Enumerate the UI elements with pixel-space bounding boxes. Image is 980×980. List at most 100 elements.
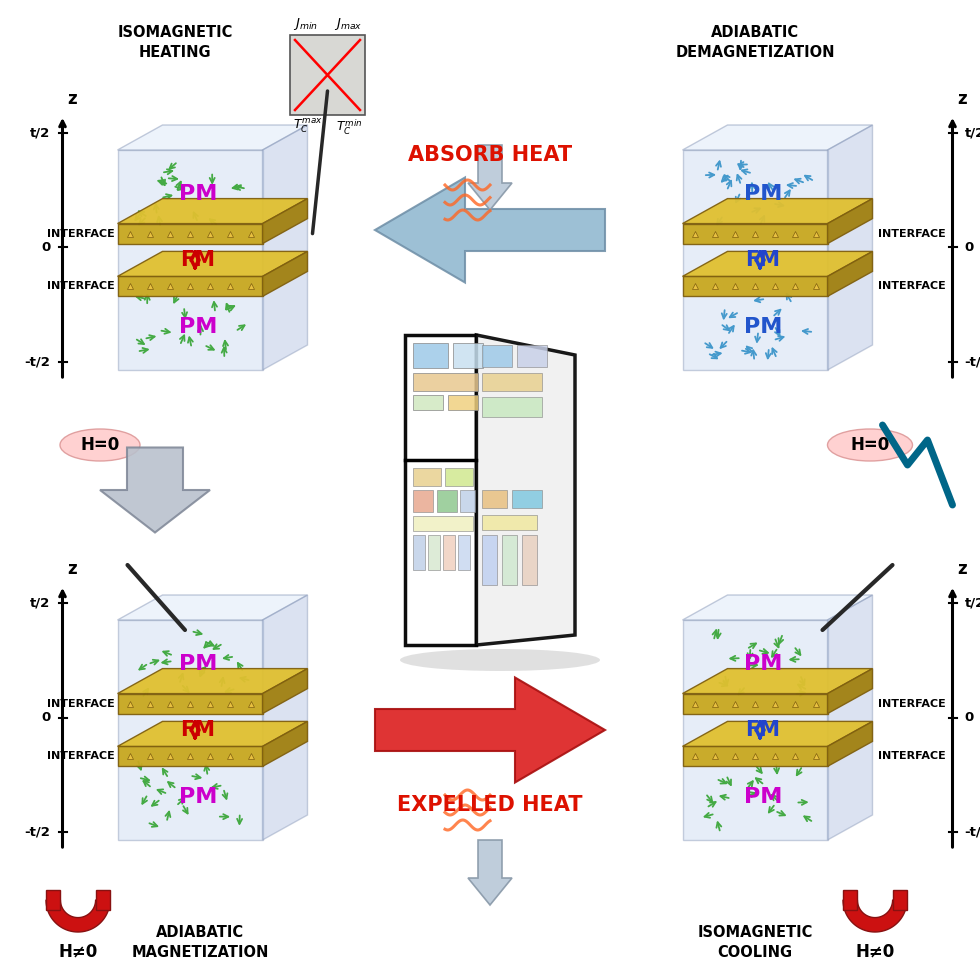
Polygon shape <box>843 900 907 932</box>
Bar <box>481 345 512 367</box>
Polygon shape <box>682 595 872 620</box>
Bar <box>481 490 507 508</box>
Bar <box>413 373 478 391</box>
Polygon shape <box>263 199 308 244</box>
Polygon shape <box>682 223 827 244</box>
Text: H=0: H=0 <box>851 436 890 454</box>
Text: PM: PM <box>744 654 782 673</box>
Text: -t/2: -t/2 <box>24 826 51 839</box>
Polygon shape <box>682 721 872 747</box>
Polygon shape <box>46 900 110 932</box>
Text: t/2: t/2 <box>30 596 51 610</box>
Text: H≠0: H≠0 <box>856 942 895 960</box>
Polygon shape <box>682 668 872 694</box>
Text: PM: PM <box>178 183 218 204</box>
Bar <box>512 490 542 508</box>
Text: FM: FM <box>180 250 216 270</box>
Bar <box>893 890 907 910</box>
Bar <box>413 535 425 570</box>
Bar <box>405 335 476 645</box>
Text: INTERFACE: INTERFACE <box>877 281 946 291</box>
Text: FM: FM <box>746 720 780 740</box>
Polygon shape <box>827 252 872 296</box>
Polygon shape <box>118 747 263 766</box>
Polygon shape <box>468 145 512 210</box>
Text: INTERFACE: INTERFACE <box>47 699 115 709</box>
Polygon shape <box>682 125 872 150</box>
Polygon shape <box>118 223 263 244</box>
Text: INTERFACE: INTERFACE <box>47 752 115 761</box>
Bar <box>413 490 433 512</box>
Polygon shape <box>118 620 263 840</box>
Polygon shape <box>118 694 263 713</box>
Text: ABSORB HEAT: ABSORB HEAT <box>408 145 572 165</box>
Bar <box>413 395 443 410</box>
Text: INTERFACE: INTERFACE <box>877 752 946 761</box>
Bar <box>458 535 470 570</box>
Text: t/2: t/2 <box>964 596 980 610</box>
Polygon shape <box>827 595 872 840</box>
Text: $J_{max}$: $J_{max}$ <box>333 16 362 32</box>
Text: PM: PM <box>178 317 218 336</box>
Bar <box>413 516 473 531</box>
Text: PM: PM <box>178 654 218 673</box>
Bar <box>46 890 61 910</box>
Polygon shape <box>118 125 308 150</box>
Polygon shape <box>682 747 827 766</box>
Bar <box>413 343 448 368</box>
Polygon shape <box>682 199 872 223</box>
Polygon shape <box>118 721 308 747</box>
Polygon shape <box>827 199 872 244</box>
Polygon shape <box>827 125 872 370</box>
Text: ADIABATIC
MAGNETIZATION: ADIABATIC MAGNETIZATION <box>131 925 269 960</box>
Text: t/2: t/2 <box>30 126 51 139</box>
Text: ISOMAGNETIC
COOLING: ISOMAGNETIC COOLING <box>698 925 812 960</box>
Text: 0: 0 <box>964 711 974 724</box>
Polygon shape <box>100 448 210 532</box>
Polygon shape <box>118 595 308 620</box>
Ellipse shape <box>60 429 140 461</box>
Polygon shape <box>682 620 827 840</box>
Text: 0: 0 <box>41 241 51 254</box>
Bar <box>521 535 536 585</box>
Text: INTERFACE: INTERFACE <box>47 228 115 238</box>
Polygon shape <box>476 335 575 645</box>
Bar <box>481 535 497 585</box>
Text: FM: FM <box>180 720 216 740</box>
Polygon shape <box>263 125 308 370</box>
Text: z: z <box>957 560 967 578</box>
Polygon shape <box>682 276 827 296</box>
Polygon shape <box>468 840 512 905</box>
Bar <box>516 345 547 367</box>
Bar <box>481 373 542 391</box>
Bar <box>290 35 365 115</box>
Polygon shape <box>263 252 308 296</box>
Text: PM: PM <box>744 787 782 807</box>
Bar <box>428 535 440 570</box>
Text: H≠0: H≠0 <box>59 942 98 960</box>
Bar <box>502 535 516 585</box>
Text: z: z <box>68 90 77 108</box>
Ellipse shape <box>827 429 912 461</box>
Bar <box>843 890 858 910</box>
Text: $T_C^{max}$: $T_C^{max}$ <box>293 118 322 135</box>
Bar <box>437 490 457 512</box>
Text: t/2: t/2 <box>964 126 980 139</box>
Polygon shape <box>375 677 605 782</box>
Bar <box>460 490 475 512</box>
Text: -t/2: -t/2 <box>964 356 980 368</box>
Bar <box>443 535 455 570</box>
Polygon shape <box>682 252 872 276</box>
Text: ISOMAGNETIC
HEATING: ISOMAGNETIC HEATING <box>118 25 232 60</box>
Polygon shape <box>375 177 605 282</box>
Text: -t/2: -t/2 <box>24 356 51 368</box>
Bar <box>453 343 483 368</box>
Text: 0: 0 <box>964 241 974 254</box>
Text: PM: PM <box>744 183 782 204</box>
Ellipse shape <box>400 649 600 671</box>
Polygon shape <box>118 252 308 276</box>
Text: INTERFACE: INTERFACE <box>877 699 946 709</box>
Polygon shape <box>263 721 308 766</box>
Text: INTERFACE: INTERFACE <box>877 228 946 238</box>
Bar <box>96 890 110 910</box>
